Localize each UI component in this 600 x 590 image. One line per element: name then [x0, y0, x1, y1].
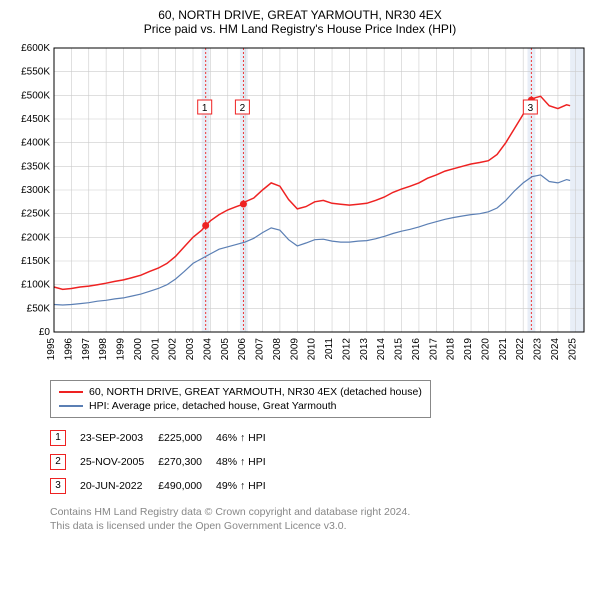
- legend-label-hpi: HPI: Average price, detached house, Grea…: [89, 400, 336, 412]
- y-tick-label: £200K: [21, 232, 50, 243]
- x-tick-label: 2013: [359, 338, 370, 361]
- x-tick-label: 1998: [98, 338, 109, 361]
- x-tick-label: 2020: [480, 338, 491, 361]
- x-tick-label: 2023: [533, 338, 544, 361]
- legend-label-property: 60, NORTH DRIVE, GREAT YARMOUTH, NR30 4E…: [89, 386, 422, 398]
- y-tick-label: £0: [39, 327, 51, 338]
- x-tick-label: 2007: [255, 338, 266, 361]
- x-tick-label: 2004: [202, 338, 213, 361]
- x-tick-label: 2003: [185, 338, 196, 361]
- marker-price: £225,000: [158, 426, 216, 450]
- x-tick-label: 1995: [46, 338, 57, 361]
- marker-date: 20-JUN-2022: [80, 474, 158, 498]
- marker-delta: 48% ↑ HPI: [216, 450, 280, 474]
- x-tick-label: 2009: [289, 338, 300, 361]
- marker-row: 2 25-NOV-2005£270,30048% ↑ HPI: [50, 450, 280, 474]
- marker-delta: 46% ↑ HPI: [216, 426, 280, 450]
- chart-marker-number: 1: [202, 103, 208, 114]
- marker-price: £270,300: [158, 450, 216, 474]
- x-tick-label: 2001: [150, 338, 161, 361]
- legend-item-hpi: HPI: Average price, detached house, Grea…: [59, 399, 422, 413]
- y-tick-label: £450K: [21, 114, 50, 125]
- y-tick-label: £400K: [21, 138, 50, 149]
- legend-box: 60, NORTH DRIVE, GREAT YARMOUTH, NR30 4E…: [50, 380, 431, 418]
- x-tick-label: 1999: [116, 338, 127, 361]
- x-tick-label: 1997: [81, 338, 92, 361]
- x-tick-label: 2002: [168, 338, 179, 361]
- y-tick-label: £600K: [21, 43, 50, 54]
- marker-delta: 49% ↑ HPI: [216, 474, 280, 498]
- legend-swatch-hpi: [59, 405, 83, 407]
- chart-marker-number: 2: [240, 103, 246, 114]
- footer-attribution: Contains HM Land Registry data © Crown c…: [50, 506, 590, 533]
- marker-box-icon: 1: [50, 430, 66, 446]
- x-tick-label: 2025: [567, 338, 578, 361]
- marker-row: 1 23-SEP-2003£225,00046% ↑ HPI: [50, 426, 280, 450]
- y-tick-label: £300K: [21, 185, 50, 196]
- marker-box-icon: 3: [50, 478, 66, 494]
- x-tick-label: 2018: [446, 338, 457, 361]
- x-tick-label: 1996: [63, 338, 74, 361]
- x-tick-label: 2011: [324, 338, 335, 360]
- footer-line-1: Contains HM Land Registry data © Crown c…: [50, 506, 590, 520]
- y-tick-label: £350K: [21, 161, 50, 172]
- x-tick-label: 2008: [272, 338, 283, 361]
- x-tick-label: 2012: [341, 338, 352, 361]
- markers-table: 1 23-SEP-2003£225,00046% ↑ HPI 2 25-NOV-200…: [50, 426, 280, 498]
- legend-item-property: 60, NORTH DRIVE, GREAT YARMOUTH, NR30 4E…: [59, 385, 422, 399]
- chart-svg: £0 £50K £100K £150K £200K £250K £300K £350K £400…: [10, 42, 590, 372]
- x-tick-label: 2022: [515, 338, 526, 361]
- x-tick-label: 2014: [376, 338, 387, 361]
- y-tick-label: £50K: [27, 303, 51, 314]
- chart-title: 60, NORTH DRIVE, GREAT YARMOUTH, NR30 4E…: [10, 8, 590, 22]
- x-tick-label: 2016: [411, 338, 422, 361]
- marker-date: 23-SEP-2003: [80, 426, 158, 450]
- marker-box-icon: 2: [50, 454, 66, 470]
- x-tick-label: 2019: [463, 338, 474, 361]
- series-marker-dot: [202, 222, 209, 229]
- x-tick-label: 2000: [133, 338, 144, 361]
- chart-marker-number: 3: [528, 103, 534, 114]
- x-tick-label: 2024: [550, 338, 561, 361]
- x-tick-label: 2006: [237, 338, 248, 361]
- y-tick-label: £550K: [21, 67, 50, 78]
- series-marker-dot: [240, 201, 247, 208]
- footer-line-2: This data is licensed under the Open Gov…: [50, 520, 590, 534]
- marker-row: 3 20-JUN-2022£490,00049% ↑ HPI: [50, 474, 280, 498]
- marker-price: £490,000: [158, 474, 216, 498]
- marker-date: 25-NOV-2005: [80, 450, 158, 474]
- x-tick-label: 2017: [428, 338, 439, 361]
- y-tick-label: £500K: [21, 90, 50, 101]
- x-tick-label: 2021: [498, 338, 509, 361]
- chart-plot-area: £0 £50K £100K £150K £200K £250K £300K £350K £400…: [10, 42, 590, 372]
- x-tick-label: 2010: [307, 338, 318, 361]
- chart-container: 60, NORTH DRIVE, GREAT YARMOUTH, NR30 4E…: [0, 0, 600, 543]
- chart-subtitle: Price paid vs. HM Land Registry's House …: [10, 22, 590, 36]
- x-tick-label: 2005: [220, 338, 231, 361]
- y-tick-label: £150K: [21, 256, 50, 267]
- x-tick-label: 2015: [394, 338, 405, 361]
- legend-swatch-property: [59, 391, 83, 393]
- y-tick-label: £250K: [21, 209, 50, 220]
- y-tick-label: £100K: [21, 280, 50, 291]
